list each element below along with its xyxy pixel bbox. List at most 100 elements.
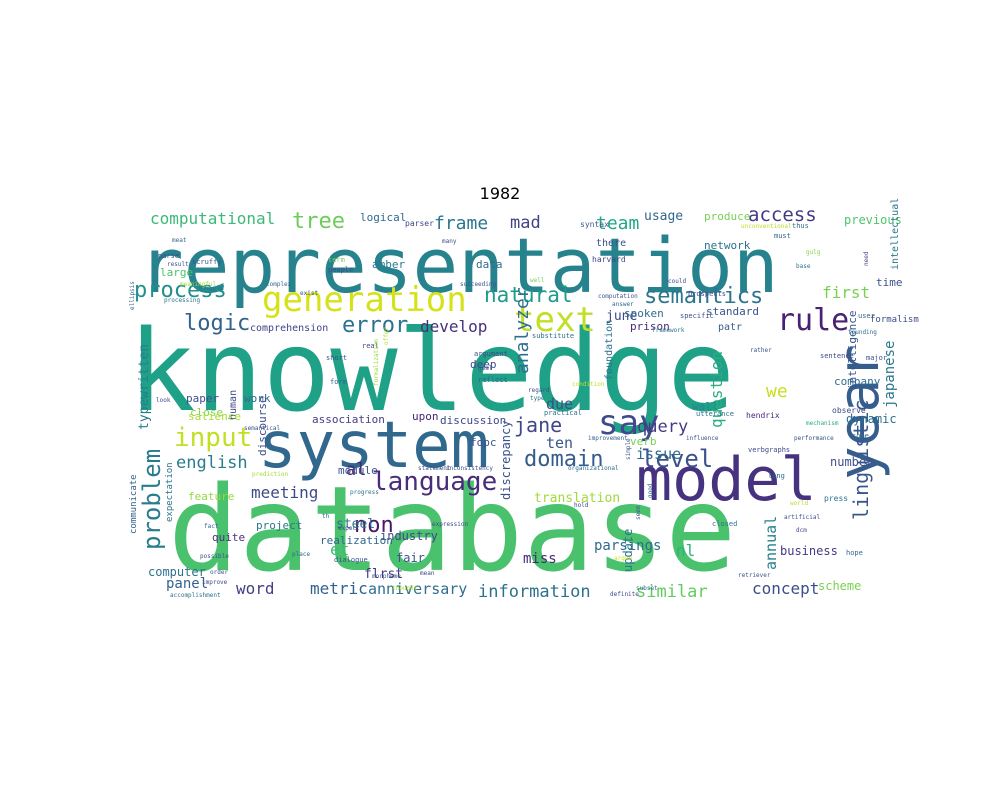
word-linguistic: linguistic (849, 400, 873, 520)
word-simple: simple (625, 438, 632, 460)
word-meat: meat (172, 237, 187, 244)
word-fact: fact (204, 523, 219, 530)
word-comprehension: comprehension (250, 323, 328, 334)
word-condition: condition (572, 381, 605, 388)
word-verbgraphs: verbgraphs (748, 446, 790, 454)
word-process: process (134, 278, 227, 303)
word-base: base (796, 263, 811, 270)
word-practical: practical (544, 409, 582, 417)
word-reflect: reflect (478, 376, 508, 384)
word-complex: complex (266, 281, 292, 288)
word-ten: ten (546, 434, 573, 452)
word-panel: panel (166, 576, 208, 592)
word-parser: parser (405, 219, 434, 228)
word-wall: wall (692, 400, 719, 413)
word-rather: rather (750, 347, 772, 354)
word-develop: develop (420, 317, 487, 336)
word-translation: translation (534, 491, 620, 506)
word-human: human (228, 390, 239, 420)
word-people: people (328, 266, 353, 274)
chart-title: 1982 (479, 184, 521, 203)
word-founding: founding (848, 329, 877, 336)
word-intellectual: intellectual (890, 198, 901, 270)
word-logical: logical (360, 211, 406, 224)
word-nl: nl (676, 541, 695, 560)
word-improve: improve (202, 579, 228, 586)
word-need: need (863, 251, 870, 266)
word-expectation: expectation (165, 462, 175, 522)
word-dcm: dcm (796, 527, 807, 534)
word-prospects: prospects (688, 290, 726, 298)
word-concept: concept (752, 579, 819, 598)
word-japanese: japanese (882, 341, 898, 408)
word-year: year (827, 345, 892, 480)
word-error: error (342, 313, 408, 338)
word-say: say (598, 403, 659, 443)
word-argument: argument (474, 350, 508, 358)
word-fopc: fopc (470, 436, 497, 449)
word-et: et (330, 540, 349, 559)
word-result: result (167, 261, 189, 268)
word-succeeding: succeeding (460, 281, 497, 288)
word-possible: possible (200, 553, 229, 560)
word-query: query (637, 417, 688, 437)
word-produce: produce (704, 210, 750, 223)
word-english: english (176, 453, 248, 473)
word-access: access (748, 204, 817, 226)
word-module: module (338, 464, 378, 477)
word-performance: performance (794, 435, 834, 442)
word-network: network (704, 239, 751, 252)
word-deep: deep (470, 358, 497, 371)
word-real: real (362, 342, 379, 350)
word-hope: hope (846, 549, 863, 557)
word-miss: miss (523, 551, 557, 567)
word-upon: upon (412, 410, 439, 423)
word-hendrix: hendrix (746, 411, 780, 420)
word-inconsistency: inconsistency (446, 465, 493, 472)
word-specific: specific (680, 312, 714, 320)
word-short: short (326, 354, 347, 362)
word-expression: expression (432, 521, 469, 528)
word-thought: thought (392, 585, 418, 592)
word-exist: exist (300, 290, 318, 297)
word-issue: issue (636, 445, 681, 463)
word-well: well (530, 277, 545, 284)
word-major: major (866, 354, 887, 362)
word-organizational: organizational (568, 465, 619, 472)
word-dialogue: dialogue (334, 556, 368, 564)
word-mad: mad (510, 213, 541, 233)
word-input: input (174, 423, 252, 453)
word-domain: domain (524, 447, 603, 472)
word-usage: usage (644, 209, 683, 224)
word-hold: hold (574, 502, 589, 509)
word-good: good (647, 483, 654, 498)
word-non: non (354, 513, 394, 538)
word-discrepancy: discrepancy (499, 421, 513, 500)
word-close: close (190, 406, 223, 419)
word-generation: generation (262, 280, 467, 320)
word-goal: goal (478, 365, 493, 372)
word-term: term (328, 256, 345, 264)
word-flrst: flrst (364, 567, 403, 582)
word-model: model (636, 445, 817, 515)
word-closed: closed (712, 520, 737, 528)
word-user: user (858, 312, 875, 320)
word-system: system (258, 409, 489, 483)
word-regard: regard (528, 387, 550, 394)
word-jane: jane (514, 413, 562, 437)
word-standard: standard (706, 305, 759, 318)
word-fair: fair (396, 551, 425, 565)
word-quite: quite (212, 531, 245, 544)
word-language: language (372, 467, 497, 497)
word-must: must (774, 232, 791, 240)
word-database: database (168, 460, 736, 598)
word-feature: feature (188, 490, 234, 503)
word-accomplishment: accomplishment (170, 592, 221, 599)
word-data: data (476, 258, 503, 271)
word-thus: thus (792, 222, 809, 230)
word-communicate: communicate (129, 474, 139, 534)
word-first: first (822, 283, 870, 302)
word-project: project (256, 519, 302, 532)
